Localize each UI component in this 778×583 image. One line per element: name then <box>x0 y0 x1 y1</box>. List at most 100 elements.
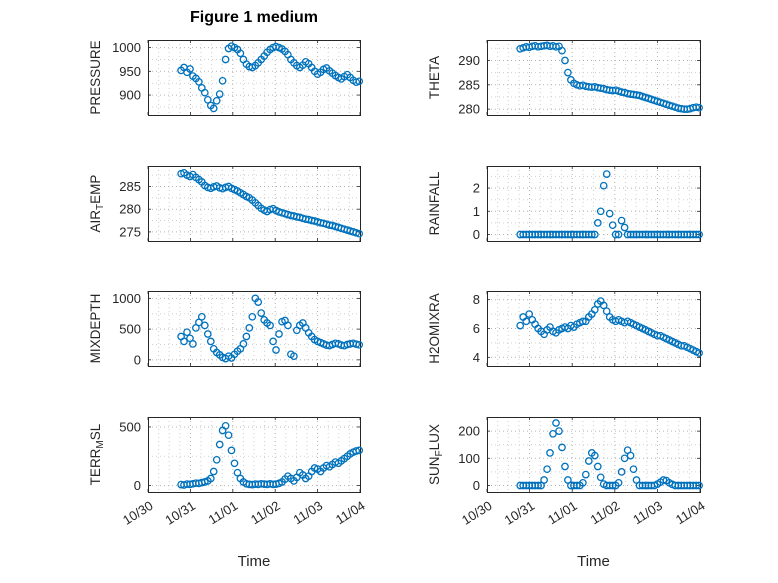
ytick-label-mixdepth: 1000 <box>112 291 141 306</box>
axes-box-theta <box>487 40 701 116</box>
data-point <box>212 455 221 464</box>
ytick-label-air-temp: 285 <box>119 179 141 194</box>
subplot-h2omixra: 4 6 8 H2OMIXRA <box>427 291 703 367</box>
data-point <box>180 337 188 346</box>
axes-box-air-temp <box>148 166 361 242</box>
data-point <box>596 207 605 216</box>
data-point <box>695 230 703 239</box>
xtick-label: 11/04 <box>673 498 708 527</box>
subplot-mixdepth: 0 500 1000 MIXDEPTH <box>88 291 364 367</box>
xtick-label: 10/30 <box>120 498 156 528</box>
data-point <box>599 181 608 190</box>
ytick-label-sun-flux: 0 <box>473 478 480 493</box>
data-point <box>587 230 596 239</box>
xtick-label: 11/02 <box>588 498 623 527</box>
data-point <box>564 68 572 77</box>
data-point <box>546 449 554 457</box>
data-point <box>212 96 221 105</box>
data-point <box>254 298 263 306</box>
data-point <box>221 55 230 64</box>
data-point <box>626 451 635 460</box>
axes-box-sun-flux <box>487 417 701 493</box>
data-point <box>284 321 292 330</box>
data-point <box>692 481 701 490</box>
ytick-label-mixdepth: 500 <box>119 322 141 337</box>
data-point <box>561 462 569 471</box>
ytick-label-h2omixra: 4 <box>473 350 480 365</box>
axes-box-terr-msl <box>148 417 361 493</box>
data-point <box>352 447 361 455</box>
subplot-theta: 280 285 290 THETA <box>427 40 703 117</box>
ytick-label-sun-flux: 200 <box>458 424 480 439</box>
data-point <box>555 427 563 435</box>
xtick-label: 11/03 <box>630 498 665 527</box>
data-point <box>605 209 614 218</box>
data-point <box>272 346 280 354</box>
data-point <box>692 103 701 112</box>
data-point <box>355 229 364 238</box>
data-point <box>561 56 569 65</box>
scatter-series-theta <box>516 41 703 114</box>
data-point <box>593 462 602 471</box>
data-point <box>695 103 703 112</box>
data-point <box>218 76 227 85</box>
axes-box-h2omixra <box>487 291 701 367</box>
subplot-rainfall: 0 1 2 RAINFALL <box>427 166 703 242</box>
data-point <box>620 223 629 232</box>
data-point <box>352 340 361 349</box>
data-point <box>269 337 277 346</box>
subplot-air-temp: 275 280 285 AIRTEMP <box>88 166 364 242</box>
scatter-series-mixdepth <box>177 294 364 363</box>
ytick-label-theta: 280 <box>458 102 480 117</box>
data-point <box>579 478 587 487</box>
ytick-label-mixdepth: 0 <box>134 352 141 367</box>
data-point <box>209 104 218 113</box>
data-point <box>183 328 191 337</box>
data-point <box>614 478 623 487</box>
figure-title: Figure 1 medium <box>189 9 319 26</box>
data-point <box>275 330 283 338</box>
data-point <box>203 95 212 104</box>
xtick-label: 10/31 <box>162 498 198 528</box>
data-point <box>355 446 364 455</box>
data-point <box>224 431 233 440</box>
ytick-label-rainfall: 0 <box>473 227 480 242</box>
data-point <box>620 454 629 463</box>
data-point <box>215 440 224 449</box>
xtick-label: 11/01 <box>206 498 241 527</box>
ytick-label-h2omixra: 6 <box>473 321 480 336</box>
data-point <box>206 474 215 483</box>
ytick-label-air-temp: 275 <box>119 224 141 239</box>
data-point <box>195 77 203 86</box>
data-point <box>543 465 551 474</box>
ylabel-air-temp: AIRTEMP <box>88 175 106 233</box>
xtick-label: 11/04 <box>333 498 368 527</box>
scatter-series-pressure <box>177 42 364 113</box>
axes-box-rainfall <box>487 166 701 242</box>
data-point <box>355 77 364 86</box>
ytick-label-pressure: 950 <box>119 64 141 79</box>
xlabel-time-right: Time <box>577 553 610 570</box>
data-point <box>629 465 638 474</box>
xtick-label: 10/30 <box>459 498 495 528</box>
data-point <box>525 310 534 318</box>
xtick-label: 10/31 <box>502 498 538 528</box>
data-point <box>602 307 611 316</box>
data-point <box>290 352 298 361</box>
xtick-label: 11/01 <box>545 498 580 527</box>
data-point <box>573 481 581 490</box>
scatter-series-terr-msl <box>177 421 364 489</box>
data-point <box>239 340 248 348</box>
data-point <box>257 309 266 317</box>
subplot-pressure: 900 950 1000 PRESSURE <box>88 40 364 116</box>
data-point <box>617 216 626 225</box>
data-point <box>200 88 209 97</box>
data-point <box>593 219 602 227</box>
scatter-series-h2omixra <box>516 297 703 357</box>
ytick-label-pressure: 1000 <box>112 40 141 55</box>
ylabel-pressure: PRESSURE <box>88 40 103 114</box>
data-point <box>617 468 626 476</box>
data-point <box>695 481 703 490</box>
